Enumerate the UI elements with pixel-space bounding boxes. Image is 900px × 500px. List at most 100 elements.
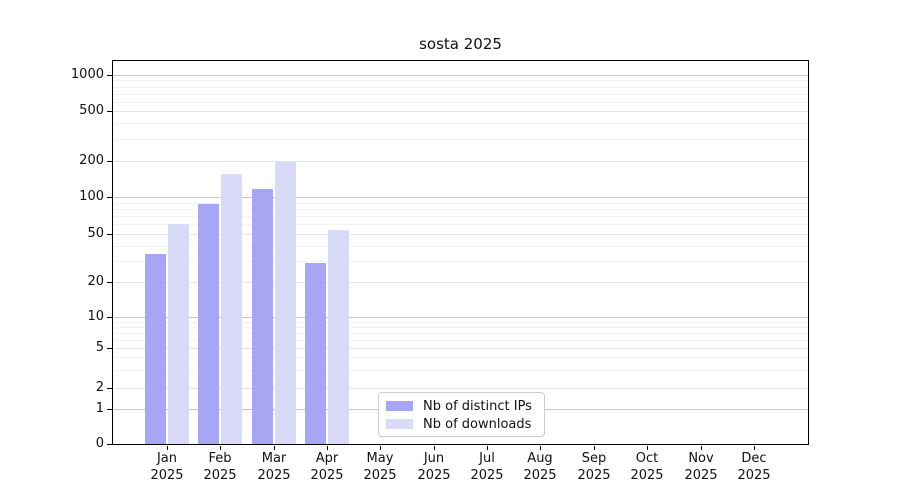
legend-item-nb-of-downloads: Nb of downloads — [379, 415, 544, 433]
x-tick-label-may: May 2025 — [345, 450, 415, 484]
gridline-minor-800 — [113, 87, 808, 88]
gridline-minor-600 — [113, 102, 808, 103]
x-tick-mark-mar — [274, 446, 275, 450]
x-tick-label-sep: Sep 2025 — [559, 450, 629, 484]
gridline-minor-2 — [113, 388, 808, 389]
x-tick-year: 2025 — [310, 468, 344, 483]
y-tick-mark-0 — [107, 444, 112, 445]
gridline-major-1000 — [113, 75, 808, 76]
y-tick-label-500: 500 — [79, 103, 104, 118]
gridline-minor-5 — [113, 348, 808, 349]
bar-nb-of-distinct-ips-jan — [145, 254, 166, 444]
legend: Nb of distinct IPs Nb of downloads — [378, 392, 545, 437]
y-tick-label-200: 200 — [79, 153, 104, 168]
gridline-major-10 — [113, 317, 808, 318]
x-tick-mark-jun — [434, 446, 435, 450]
x-tick-mark-aug — [540, 446, 541, 450]
gridline-minor-9 — [113, 322, 808, 323]
legend-swatch-nb-of-downloads — [386, 419, 413, 429]
x-tick-mark-sep — [594, 446, 595, 450]
legend-item-nb-of-distinct-ips: Nb of distinct IPs — [379, 397, 544, 415]
y-tick-mark-100 — [107, 197, 112, 198]
x-tick-mark-apr — [327, 446, 328, 450]
x-tick-year: 2025 — [630, 468, 664, 483]
bar-nb-of-downloads-jan — [168, 224, 189, 444]
x-tick-label-feb: Feb 2025 — [185, 450, 255, 484]
bar-nb-of-distinct-ips-mar — [252, 189, 273, 444]
gridline-minor-500 — [113, 111, 808, 112]
x-tick-label-oct: Oct 2025 — [612, 450, 682, 484]
x-tick-month: Aug — [527, 451, 553, 466]
x-tick-year: 2025 — [150, 468, 184, 483]
y-tick-label-0: 0 — [95, 436, 104, 451]
gridline-minor-4 — [113, 357, 808, 358]
gridline-minor-40 — [113, 246, 808, 247]
y-tick-label-1: 1 — [95, 401, 104, 416]
x-tick-month: Mar — [261, 451, 287, 466]
x-tick-label-apr: Apr 2025 — [292, 450, 362, 484]
x-tick-label-mar: Mar 2025 — [239, 450, 309, 484]
x-tick-year: 2025 — [684, 468, 718, 483]
x-tick-month: Jul — [479, 451, 495, 466]
y-tick-mark-1000 — [107, 75, 112, 76]
gridline-minor-700 — [113, 94, 808, 95]
gridline-minor-50 — [113, 234, 808, 235]
x-tick-month: Apr — [315, 451, 339, 466]
x-tick-mark-jul — [487, 446, 488, 450]
legend-label-nb-of-distinct-ips: Nb of distinct IPs — [423, 398, 532, 414]
y-tick-mark-200 — [107, 161, 112, 162]
x-tick-label-jan: Jan 2025 — [132, 450, 202, 484]
x-tick-year: 2025 — [417, 468, 451, 483]
bar-nb-of-downloads-mar — [275, 162, 296, 444]
gridline-minor-200 — [113, 161, 808, 162]
plot-area — [112, 60, 809, 445]
y-tick-label-20: 20 — [87, 274, 104, 289]
x-tick-month: Nov — [688, 451, 714, 466]
gridline-minor-7 — [113, 333, 808, 334]
bar-nb-of-distinct-ips-apr — [305, 263, 326, 444]
gridline-minor-3 — [113, 370, 808, 371]
x-tick-label-jun: Jun 2025 — [399, 450, 469, 484]
gridline-minor-6 — [113, 340, 808, 341]
x-tick-month: Dec — [741, 451, 767, 466]
gridline-major-100 — [113, 197, 808, 198]
bar-nb-of-distinct-ips-feb — [198, 204, 219, 444]
gridline-minor-8 — [113, 327, 808, 328]
x-tick-label-dec: Dec 2025 — [719, 450, 789, 484]
x-tick-year: 2025 — [363, 468, 397, 483]
x-tick-year: 2025 — [257, 468, 291, 483]
y-tick-mark-2 — [107, 388, 112, 389]
gridline-minor-20 — [113, 282, 808, 283]
bar-nb-of-downloads-feb — [221, 174, 242, 444]
x-tick-label-nov: Nov 2025 — [666, 450, 736, 484]
y-tick-label-50: 50 — [87, 226, 104, 241]
legend-swatch-nb-of-distinct-ips — [386, 401, 413, 411]
y-tick-label-100: 100 — [79, 189, 104, 204]
y-tick-mark-20 — [107, 282, 112, 283]
gridline-minor-400 — [113, 123, 808, 124]
x-tick-year: 2025 — [203, 468, 237, 483]
x-tick-month: Jun — [423, 451, 445, 466]
legend-label-nb-of-downloads: Nb of downloads — [423, 416, 532, 432]
x-tick-year: 2025 — [737, 468, 771, 483]
x-tick-mark-jan — [167, 446, 168, 450]
y-tick-mark-50 — [107, 234, 112, 235]
y-tick-label-5: 5 — [95, 340, 104, 355]
gridline-minor-80 — [113, 209, 808, 210]
x-tick-month: Oct — [635, 451, 659, 466]
x-tick-label-jul: Jul 2025 — [452, 450, 522, 484]
gridline-minor-70 — [113, 216, 808, 217]
x-tick-mark-oct — [647, 446, 648, 450]
x-tick-mark-feb — [220, 446, 221, 450]
x-tick-month: Sep — [581, 451, 607, 466]
y-tick-mark-500 — [107, 111, 112, 112]
y-tick-label-2: 2 — [95, 380, 104, 395]
gridline-minor-90 — [113, 203, 808, 204]
y-tick-mark-10 — [107, 317, 112, 318]
x-tick-mark-dec — [754, 446, 755, 450]
chart-title: sosta 2025 — [419, 35, 502, 53]
y-tick-mark-1 — [107, 409, 112, 410]
gridline-minor-300 — [113, 139, 808, 140]
x-tick-label-aug: Aug 2025 — [505, 450, 575, 484]
